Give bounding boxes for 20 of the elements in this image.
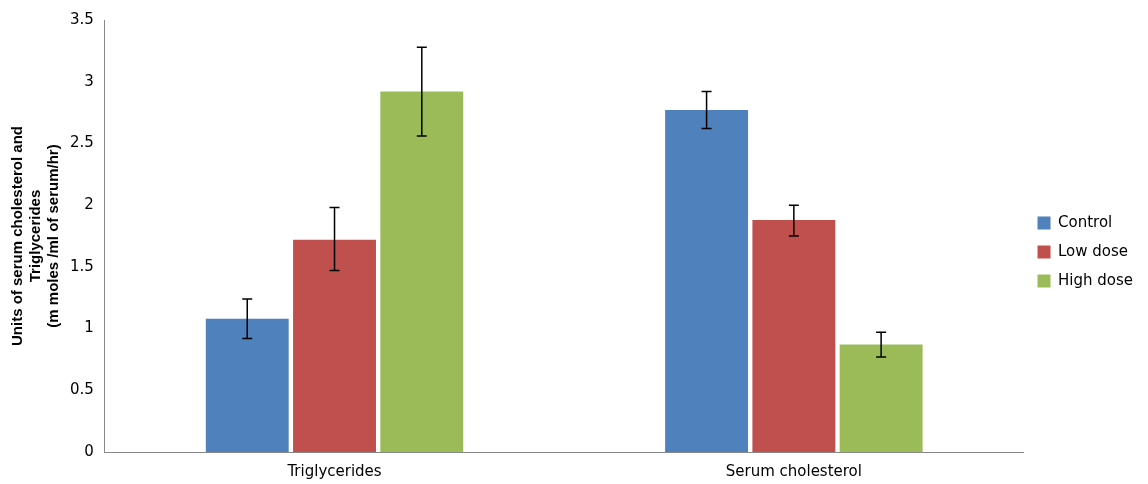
y-tick-label: 1.5 — [70, 256, 94, 275]
x-tick-label: Serum cholesterol — [725, 461, 862, 480]
x-tick-label: Triglycerides — [286, 461, 382, 480]
y-tick-label: 0.5 — [70, 380, 94, 399]
legend-label: High dose — [1058, 270, 1134, 289]
y-tick-label: 0 — [84, 441, 94, 460]
bar — [665, 110, 749, 452]
y-tick-label: 2.5 — [70, 133, 94, 152]
bar — [839, 344, 923, 452]
bar — [380, 91, 464, 452]
y-tick-label: 3 — [84, 71, 94, 90]
y-axis-title: Units of serum cholesterol and Triglycerides (m moles /ml of serum/hr) — [8, 125, 62, 347]
y-tick-label: 3.5 — [70, 9, 94, 28]
y-tick-label: 2 — [84, 195, 94, 214]
bar — [205, 318, 289, 452]
y-tick-label: 1 — [84, 318, 94, 337]
legend-label: Control — [1058, 212, 1113, 231]
bar — [293, 239, 376, 452]
bar — [752, 219, 836, 452]
legend-label: Low dose — [1058, 241, 1129, 260]
